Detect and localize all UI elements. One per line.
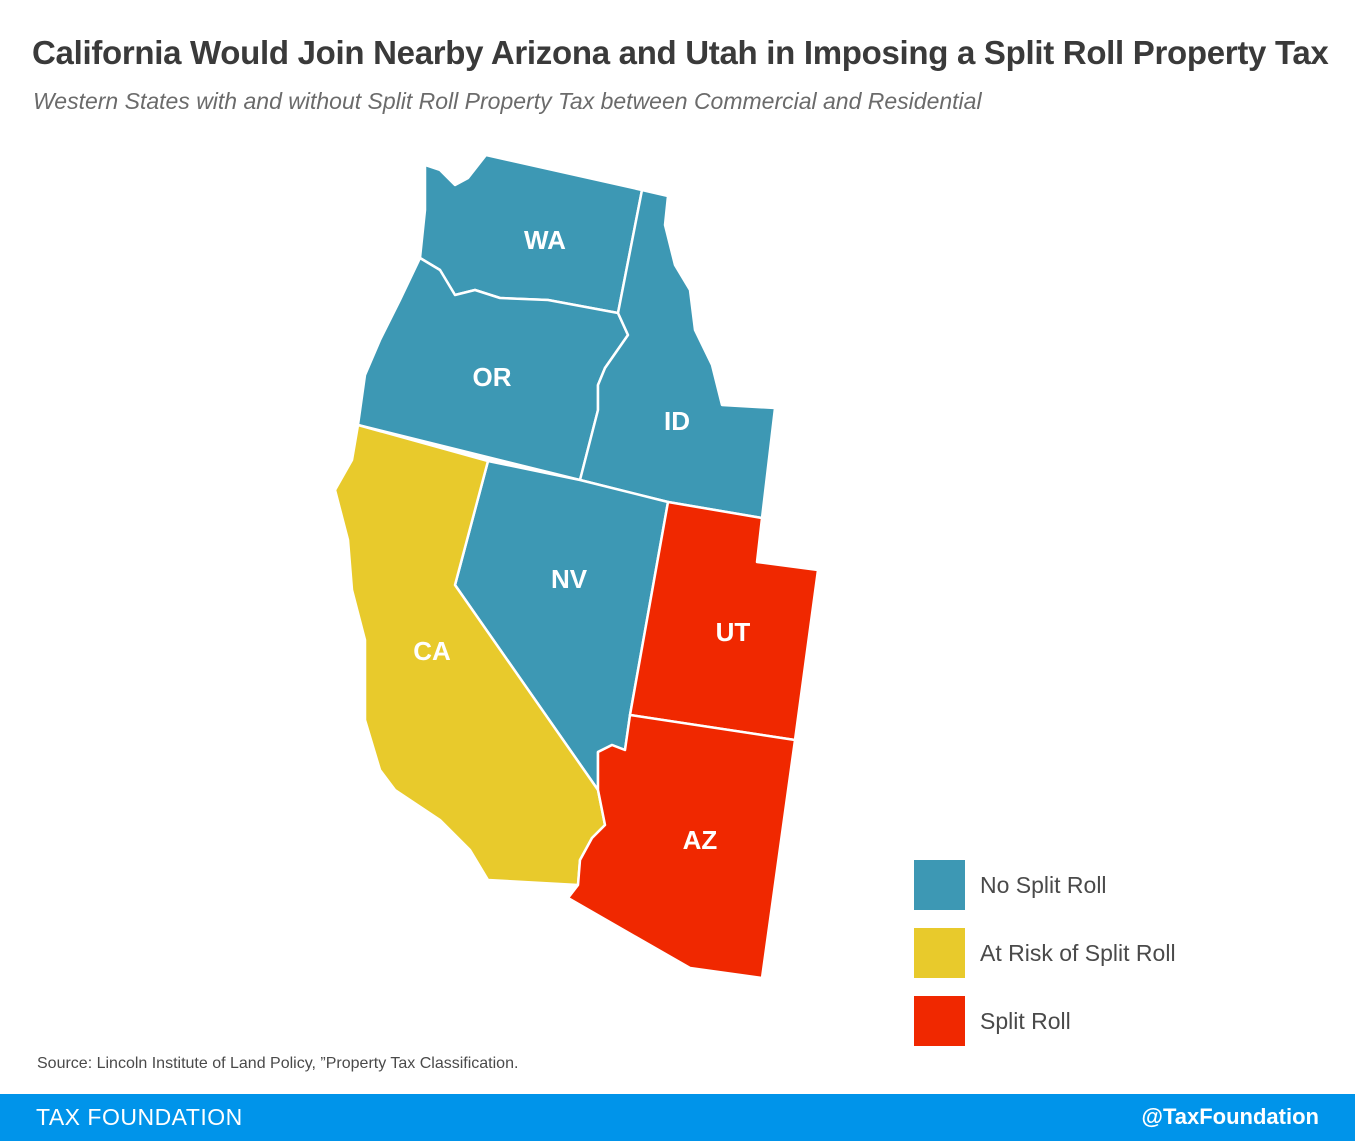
page-subtitle: Western States with and without Split Ro… <box>33 88 982 114</box>
legend-swatch <box>914 996 965 1046</box>
state-az <box>566 713 797 980</box>
label-wa: WA <box>524 225 566 255</box>
label-az: AZ <box>683 825 718 855</box>
legend-label: No Split Roll <box>980 871 1107 898</box>
footer-bar: TAX FOUNDATION @TaxFoundation <box>0 1094 1355 1141</box>
label-ut: UT <box>716 617 751 647</box>
label-nv: NV <box>551 564 588 594</box>
legend-label: Split Roll <box>980 1007 1071 1034</box>
legend-swatch <box>914 928 965 978</box>
legend-item-split-roll: Split Roll <box>914 996 1176 1046</box>
legend-label: At Risk of Split Roll <box>980 939 1176 966</box>
state-id <box>578 188 777 520</box>
legend-swatch <box>914 860 965 910</box>
legend-item-at-risk: At Risk of Split Roll <box>914 928 1176 978</box>
legend-item-no-split-roll: No Split Roll <box>914 860 1176 910</box>
label-or: OR <box>473 362 512 392</box>
footer-brand: TAX FOUNDATION <box>36 1104 243 1130</box>
label-id: ID <box>664 406 690 436</box>
source-note: Source: Lincoln Institute of Land Policy… <box>37 1055 519 1072</box>
footer-handle[interactable]: @TaxFoundation <box>1141 1104 1319 1129</box>
page-title: California Would Join Nearby Arizona and… <box>32 34 1329 71</box>
label-ca: CA <box>413 636 451 666</box>
legend: No Split Roll At Risk of Split Roll Spli… <box>914 860 1176 1064</box>
